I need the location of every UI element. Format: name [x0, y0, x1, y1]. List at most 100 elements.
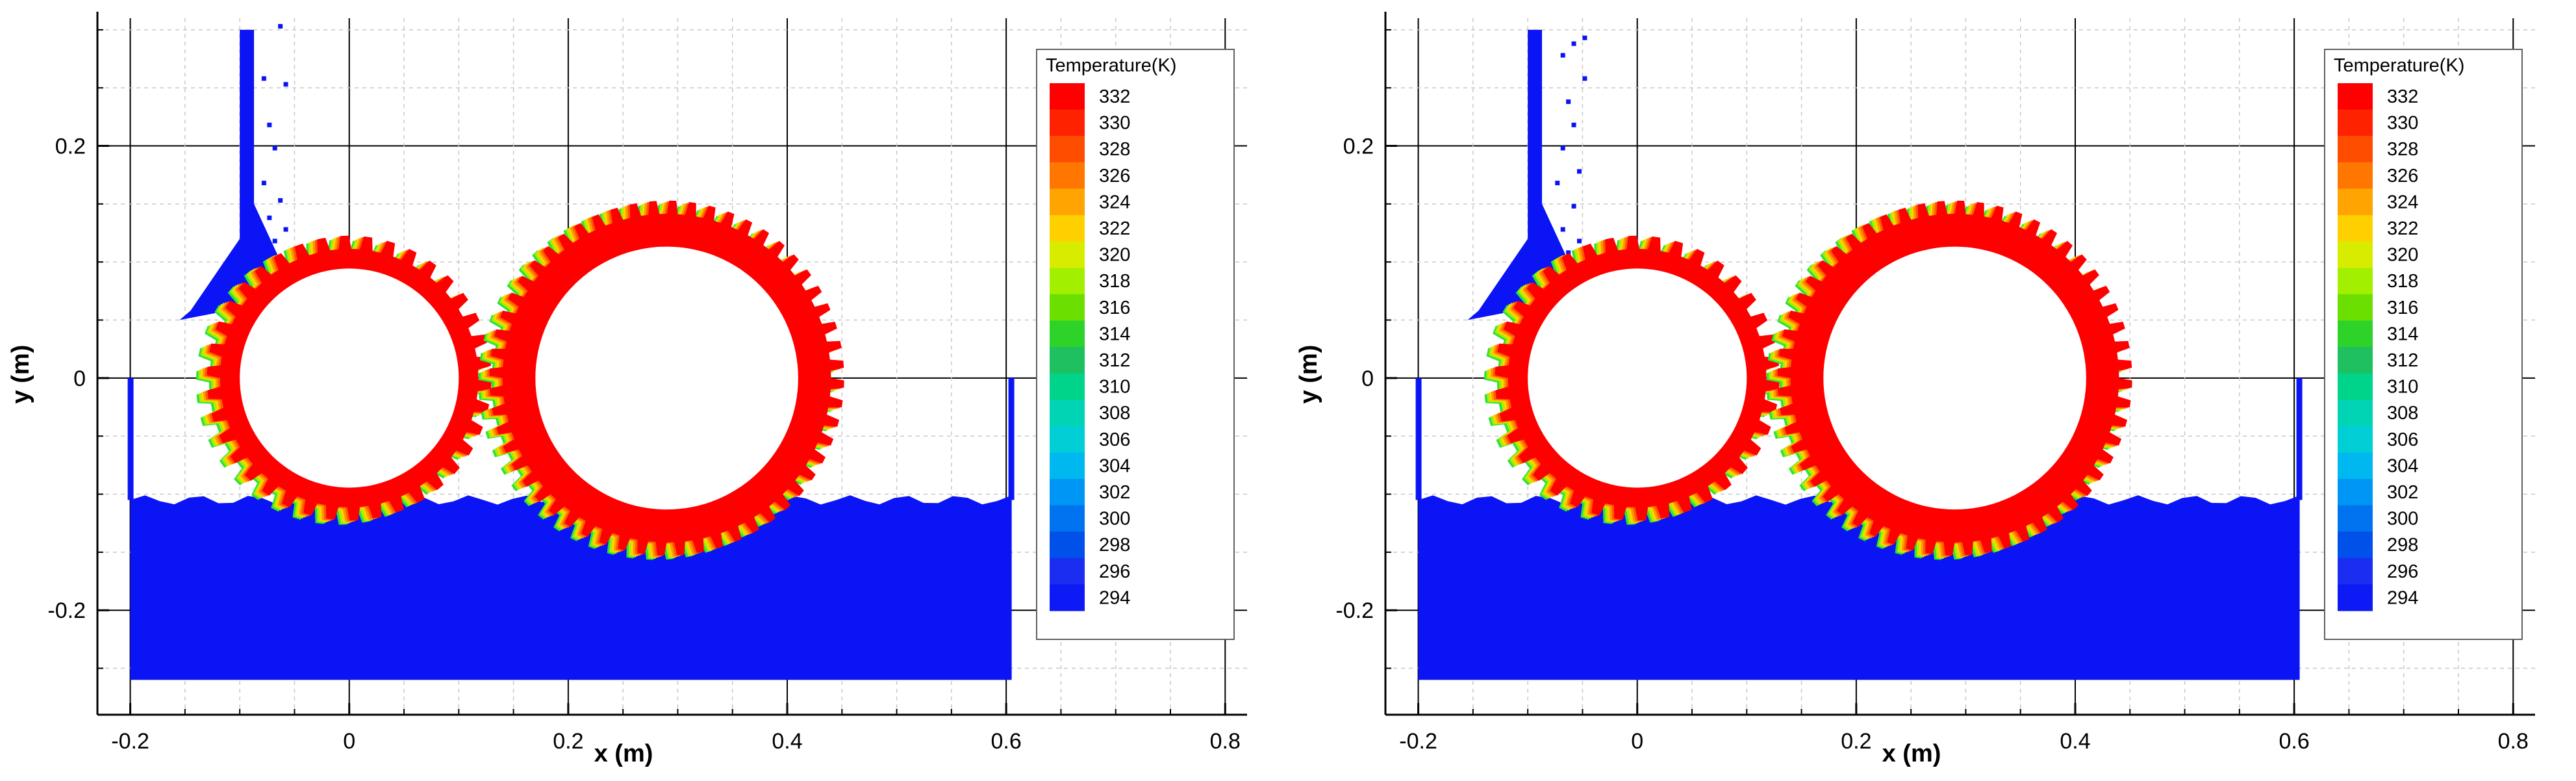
legend-level-label: 294	[2387, 587, 2418, 608]
x-tick-label: 0.2	[1841, 729, 1871, 754]
legend-swatch	[2338, 347, 2373, 374]
legend-swatch	[1050, 584, 1085, 611]
legend-level-label: 322	[1099, 218, 1130, 239]
oil-bath	[1418, 487, 2300, 680]
legend-level-label: 318	[2387, 271, 2418, 292]
legend-swatch	[2338, 531, 2373, 559]
x-tick-label: 0.4	[772, 729, 802, 754]
x-tick-label: 0.6	[2279, 729, 2310, 754]
y-tick-label: 0.2	[55, 134, 86, 159]
legend-level-label: 320	[2387, 245, 2418, 266]
legend-level-label: 296	[1099, 561, 1130, 582]
legend-level-label: 316	[1099, 298, 1130, 318]
oil-bath	[130, 487, 1012, 680]
legend-swatch	[1050, 136, 1085, 163]
legend-swatch	[1050, 294, 1085, 321]
legend-level-label: 332	[1099, 86, 1130, 107]
plot-content	[1415, 29, 2303, 680]
legend-level-label: 314	[1099, 324, 1130, 344]
oil-droplet	[1582, 35, 1587, 40]
legend-level-label: 296	[2387, 561, 2418, 582]
legend-swatch	[2338, 241, 2373, 268]
legend-swatch	[1050, 426, 1085, 453]
gear-bore	[1823, 246, 2086, 510]
oil-droplet	[1555, 181, 1560, 186]
legend-level-label: 308	[1099, 403, 1130, 424]
legend-swatch	[1050, 162, 1085, 189]
legend-swatch	[2338, 268, 2373, 295]
oil-droplet	[1560, 146, 1565, 151]
legend-swatch	[2338, 400, 2373, 427]
oil-droplet	[1571, 122, 1576, 127]
y-axis-title: y (m)	[1295, 345, 1322, 404]
legend-level-label: 310	[2387, 377, 2418, 398]
legend-swatch	[1050, 320, 1085, 348]
legend-swatch	[1050, 479, 1085, 506]
legend-level-label: 308	[2387, 403, 2418, 424]
legend-level-label: 320	[1099, 245, 1130, 266]
oil-droplet	[267, 122, 272, 127]
legend-swatch	[1050, 505, 1085, 532]
legend-swatch	[2338, 479, 2373, 506]
legend-level-label: 300	[1099, 509, 1130, 530]
legend-level-label: 302	[2387, 482, 2418, 503]
x-tick-label: 0	[1631, 729, 1643, 754]
legend-swatch	[1050, 241, 1085, 268]
legend-level-label: 310	[1099, 377, 1130, 398]
oil-droplet	[283, 82, 288, 87]
legend-swatch	[2338, 83, 2373, 110]
legend-swatch	[2338, 505, 2373, 532]
legend-level-label: 328	[2387, 139, 2418, 160]
left-wall-oil	[127, 378, 134, 500]
legend-level-label: 300	[2387, 509, 2418, 530]
legend-level-label: 312	[2387, 350, 2418, 371]
legend-swatch	[2338, 162, 2373, 189]
legend-swatch	[2338, 557, 2373, 585]
legend-swatch	[1050, 83, 1085, 110]
legend-swatch	[1050, 215, 1085, 242]
oil-droplet	[1566, 250, 1571, 255]
gear-bore	[1528, 268, 1747, 488]
x-axis-title: x (m)	[594, 740, 653, 767]
x-tick-label: 0.6	[991, 729, 1022, 754]
legend-swatch	[2338, 109, 2373, 136]
gear-bore	[240, 268, 459, 488]
legend-swatch	[1050, 452, 1085, 480]
x-axis-title: x (m)	[1882, 740, 1941, 767]
y-tick-label: -0.2	[1335, 598, 1374, 623]
legend-swatch	[1050, 531, 1085, 559]
legend-swatch	[1050, 109, 1085, 136]
oil-droplet	[283, 227, 288, 232]
legend-level-label: 304	[2387, 455, 2418, 476]
legend-level-label: 304	[1099, 455, 1130, 476]
y-tick-label: 0	[1361, 366, 1374, 391]
oil-droplet	[1577, 169, 1582, 174]
legend-swatch	[2338, 584, 2373, 611]
left-temperature-contour-plot: -0.2 0 0.2 0.4 0.6 0.8 -0.2 0 0.2 x (m) y (m) Te…	[7, 12, 1247, 767]
y-tick-label: -0.2	[47, 598, 86, 623]
y-tick-label: 0.2	[1343, 134, 1374, 159]
legend-swatch	[1050, 188, 1085, 216]
gear-bore	[535, 246, 798, 510]
x-tick-label: 0	[343, 729, 355, 754]
legend-level-label: 322	[2387, 218, 2418, 239]
right-wall-oil	[2296, 378, 2303, 500]
legend-level-label: 328	[1099, 139, 1130, 160]
legend-level-label: 312	[1099, 350, 1130, 371]
legend-swatch	[2338, 426, 2373, 453]
legend-level-label: 306	[2387, 429, 2418, 450]
temperature-legend: Temperature(K) 332 330 328 326 324 322 320 318 3…	[2324, 49, 2523, 640]
legend-level-label: 306	[1099, 429, 1130, 450]
oil-nozzle-jet	[1467, 29, 1572, 320]
x-tick-label: -0.2	[111, 729, 149, 754]
x-tick-label: 0.4	[2060, 729, 2090, 754]
right-temperature-contour-plot: -0.2 0 0.2 0.4 0.6 0.8 -0.2 0 0.2 x (m) y (m) Te…	[1295, 12, 2535, 767]
legend-level-label: 298	[1099, 535, 1130, 556]
legend-swatch	[2338, 188, 2373, 216]
oil-droplet	[259, 233, 264, 238]
legend-title: Temperature(K)	[2334, 55, 2464, 76]
legend-level-label: 324	[1099, 192, 1130, 212]
oil-droplet	[272, 238, 277, 244]
legend-level-label: 330	[2387, 113, 2418, 134]
x-tick-label: 0.8	[1210, 729, 1241, 754]
